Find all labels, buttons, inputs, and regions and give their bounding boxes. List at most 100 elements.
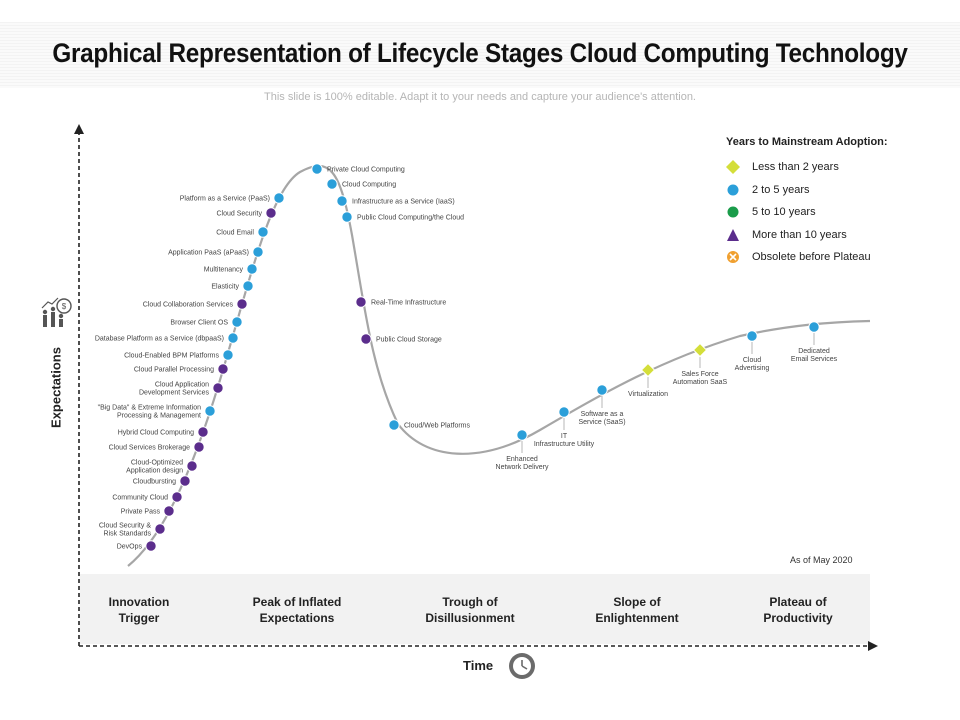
circle-marker-icon bbox=[163, 505, 175, 517]
technology-label: Cloud Services Brokerage bbox=[109, 445, 190, 452]
stage-line: Expectations bbox=[259, 611, 335, 625]
technology-label: Cloud Computing bbox=[342, 182, 396, 189]
technology-label: "Big Data" & Extreme Information Processi… bbox=[98, 405, 202, 420]
circle-marker-icon bbox=[360, 333, 372, 345]
stage-innovation-trigger: Innovation Trigger bbox=[64, 594, 214, 626]
technology-label: Platform as a Service (PaaS) bbox=[180, 196, 270, 203]
circle-marker-icon bbox=[212, 382, 224, 394]
technology-item: Browser Client OS bbox=[170, 316, 243, 328]
technology-item: IT Infrastructure Utility bbox=[534, 406, 595, 448]
stage-line: Innovation bbox=[108, 595, 170, 609]
legend-item: 5 to 10 years bbox=[726, 201, 926, 224]
technology-item: Infrastructure as a Service (IaaS) bbox=[336, 195, 455, 207]
technology-label-line: Elasticity bbox=[211, 284, 239, 291]
technology-item: Private Cloud Computing bbox=[311, 163, 405, 175]
technology-item: Community Cloud bbox=[112, 491, 183, 503]
circle-marker-icon bbox=[516, 429, 528, 441]
technology-label: Public Cloud Storage bbox=[376, 337, 442, 344]
legend-item: Less than 2 years bbox=[726, 156, 926, 179]
technology-label: Cloud-Enabled BPM Platforms bbox=[124, 353, 219, 360]
technology-label-line: DevOps bbox=[117, 544, 143, 551]
clock-icon bbox=[509, 653, 535, 679]
circle-marker-icon bbox=[154, 523, 166, 535]
stage-line: Disillusionment bbox=[425, 611, 515, 625]
technology-label-line: Dedicated bbox=[798, 348, 830, 355]
technology-item: Cloud Advertising bbox=[735, 330, 770, 372]
technology-label: Cloud/Web Platforms bbox=[404, 423, 471, 430]
legend-item-label: Obsolete before Plateau bbox=[752, 251, 871, 264]
technology-item: Enhanced Network Delivery bbox=[496, 429, 549, 471]
x-axis-label: Time bbox=[463, 658, 494, 673]
technology-item: Cloud Collaboration Services bbox=[143, 298, 248, 310]
y-axis-arrow bbox=[74, 124, 84, 134]
technology-label: Cloudbursting bbox=[133, 479, 176, 486]
technology-label: Infrastructure as a Service (IaaS) bbox=[352, 199, 455, 206]
circle-marker-icon bbox=[197, 426, 209, 438]
technology-item: Multitenancy bbox=[204, 263, 258, 275]
technology-item: Cloud-Enabled BPM Platforms bbox=[124, 349, 234, 361]
technology-label-line: Enhanced bbox=[506, 456, 538, 463]
technology-label: Hybrid Cloud Computing bbox=[118, 430, 194, 437]
diamond-marker-icon bbox=[640, 362, 656, 378]
technology-label-line: Cloud Collaboration Services bbox=[143, 302, 234, 309]
technology-label-line: IT bbox=[561, 433, 568, 440]
circle-marker-icon bbox=[726, 183, 740, 197]
technology-label-line: Network Delivery bbox=[496, 464, 549, 471]
technology-label: DevOps bbox=[117, 544, 143, 551]
technology-label-line: Service (SaaS) bbox=[578, 419, 625, 426]
technology-label: Database Platform as a Service (dbpaaS) bbox=[95, 336, 224, 343]
technology-item: Cloud/Web Platforms bbox=[388, 419, 471, 431]
technology-label-line: Cloud Email bbox=[216, 230, 254, 237]
technology-label-line: Risk Standards bbox=[104, 531, 152, 538]
circle-marker-icon bbox=[242, 280, 254, 292]
technology-label: Private Pass bbox=[121, 509, 161, 516]
technology-label-line: Public Cloud Storage bbox=[376, 337, 442, 344]
circle-marker-icon bbox=[186, 460, 198, 472]
technology-label: Cloud-Optimized Application design bbox=[126, 460, 183, 475]
technology-item: Dedicated Email Services bbox=[791, 321, 838, 363]
technology-label: Enhanced Network Delivery bbox=[496, 456, 549, 471]
technology-label: Software as a Service (SaaS) bbox=[578, 411, 625, 426]
technology-label: Cloud Email bbox=[216, 230, 254, 237]
circle-marker-icon bbox=[596, 384, 608, 396]
as-of-note: As of May 2020 bbox=[790, 555, 853, 565]
technology-label-line: Cloud Application bbox=[155, 382, 209, 389]
stage-band bbox=[80, 574, 870, 644]
technology-item: Hybrid Cloud Computing bbox=[118, 426, 209, 438]
technology-label-line: Email Services bbox=[791, 356, 838, 363]
technology-label-line: Development Services bbox=[139, 390, 210, 397]
stage-line: Productivity bbox=[763, 611, 833, 625]
technology-label-line: Browser Client OS bbox=[170, 320, 228, 327]
technology-label: IT Infrastructure Utility bbox=[534, 433, 595, 448]
circle-marker-icon bbox=[145, 540, 157, 552]
technology-label: Cloud Advertising bbox=[735, 357, 770, 372]
technology-item: Cloud Security bbox=[216, 207, 277, 219]
page-subtitle: This slide is 100% editable. Adapt it to… bbox=[264, 91, 696, 103]
technology-label: Application PaaS (aPaaS) bbox=[168, 250, 249, 257]
technology-label-line: Cloud Computing bbox=[342, 182, 396, 189]
technology-label: Community Cloud bbox=[112, 495, 168, 502]
technology-item: Cloud-Optimized Application design bbox=[126, 460, 198, 475]
technology-label-line: Private Pass bbox=[121, 509, 161, 516]
technology-label-line: Cloud-Enabled BPM Platforms bbox=[124, 353, 219, 360]
stage-slope-of-enlightenment: Slope of Enlightenment bbox=[562, 594, 712, 626]
technology-label-line: Automation SaaS bbox=[673, 379, 728, 386]
stage-plateau-of-productivity: Plateau of Productivity bbox=[723, 594, 873, 626]
circle-marker-icon bbox=[746, 330, 758, 342]
technology-label: Private Cloud Computing bbox=[327, 167, 405, 174]
technology-label: Dedicated Email Services bbox=[791, 348, 838, 363]
circle-marker-icon bbox=[204, 405, 216, 417]
technology-label-line: Virtualization bbox=[628, 391, 668, 398]
technology-label-line: Cloud Services Brokerage bbox=[109, 445, 190, 452]
legend-item: More than 10 years bbox=[726, 224, 926, 247]
technology-label-line: Processing & Management bbox=[117, 413, 201, 420]
stage-trough-of-disillusionment: Trough of Disillusionment bbox=[395, 594, 545, 626]
technology-item: Cloud Application Development Services bbox=[139, 382, 224, 397]
legend-item-label: 2 to 5 years bbox=[752, 183, 810, 196]
technology-label-line: Real-Time Infrastructure bbox=[371, 300, 446, 307]
circle-marker-icon bbox=[558, 406, 570, 418]
technology-item: Private Pass bbox=[121, 505, 175, 517]
circle-marker-icon bbox=[311, 163, 323, 175]
technology-label-line: Application PaaS (aPaaS) bbox=[168, 250, 249, 257]
